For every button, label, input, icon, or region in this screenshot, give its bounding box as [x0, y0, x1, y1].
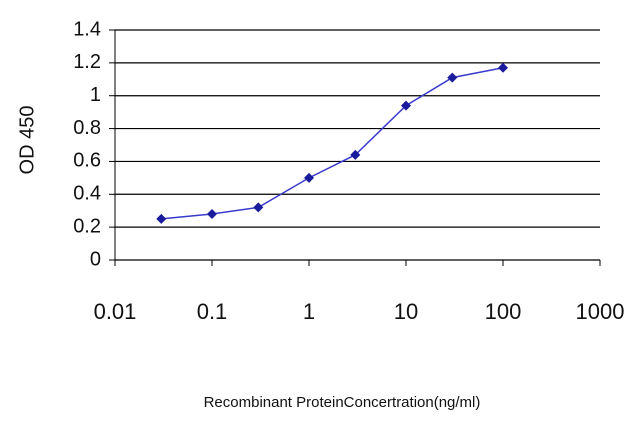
data-point [498, 62, 508, 73]
y-tick-label: 0.8 [73, 117, 101, 139]
x-tick-label: 0.01 [94, 299, 137, 324]
y-tick-label: 0.2 [73, 215, 101, 237]
x-tick-label: 100 [485, 299, 522, 324]
y-tick-label: 1.4 [73, 18, 101, 40]
y-tick-label: 0 [90, 248, 101, 270]
data-point [401, 100, 411, 111]
data-point [156, 213, 167, 224]
data-point [207, 209, 217, 219]
x-tick-label: 1000 [576, 299, 625, 324]
series-line [161, 67, 504, 220]
y-tick-label: 1 [90, 84, 101, 106]
y-tick-label: 0.4 [73, 183, 101, 205]
data-point [253, 202, 264, 213]
data-point [304, 172, 314, 183]
y-tick-label: 1.2 [73, 51, 101, 73]
x-tick-label: 1 [303, 299, 315, 324]
y-axis-label: OD 450 [16, 106, 38, 175]
x-tick-label: 10 [394, 299, 418, 324]
data-point [447, 72, 458, 83]
x-axis-label: Recombinant ProteinConcertration(ng/ml) [204, 394, 481, 411]
x-tick-label: 0.1 [197, 299, 228, 324]
y-tick-label: 0.6 [73, 150, 101, 172]
data-point [350, 149, 361, 160]
